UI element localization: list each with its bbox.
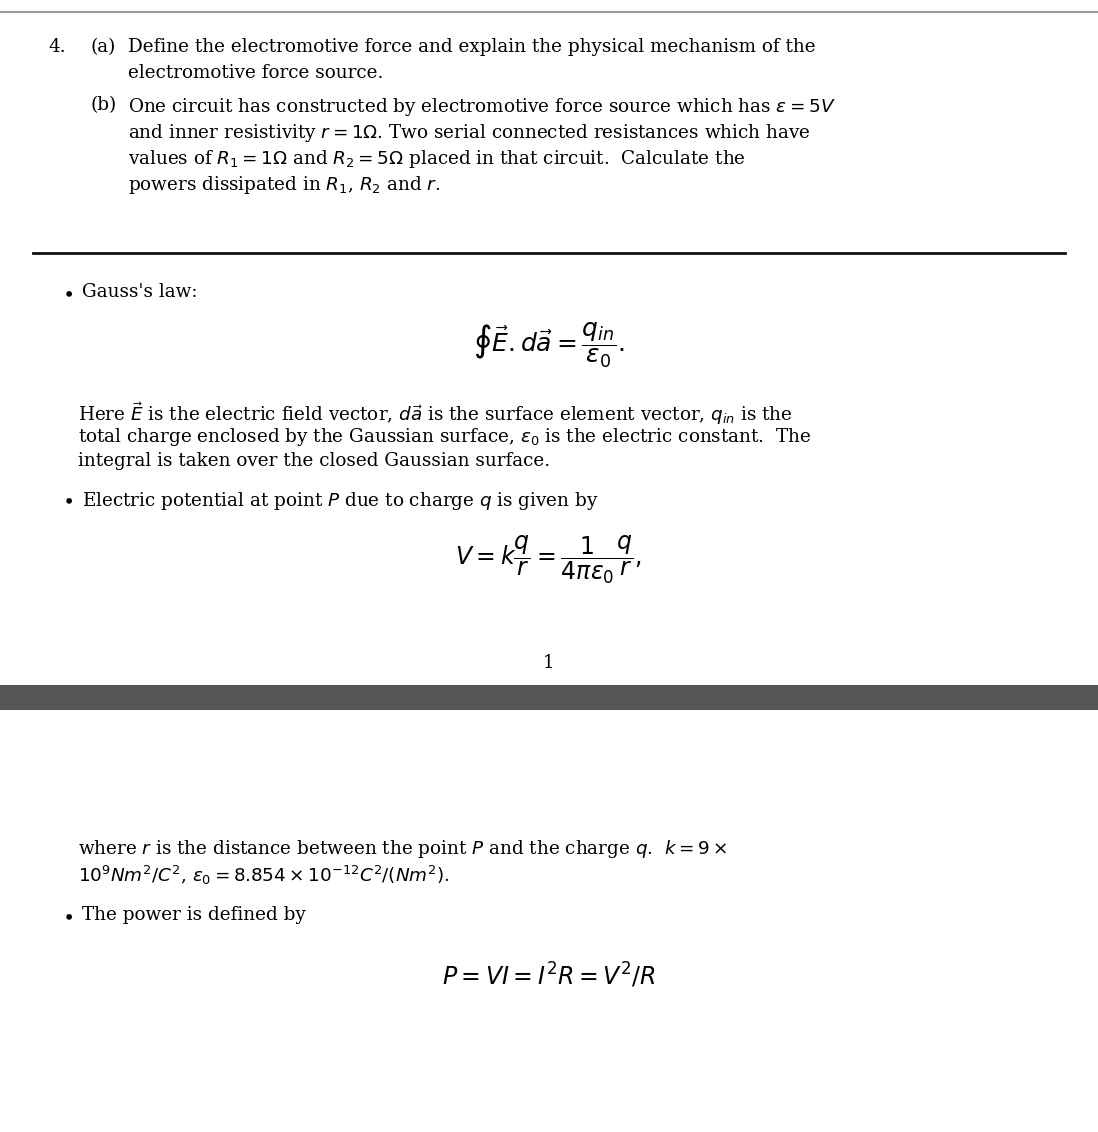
Bar [0,685,1098,710]
Text: (b): (b) [90,96,116,114]
Text: $\bullet$: $\bullet$ [61,906,72,925]
Text: Here $\vec{E}$ is the electric field vector, $d\vec{a}$ is the surface element v: Here $\vec{E}$ is the electric field vec… [78,400,793,427]
Text: values of $R_1 = 1\Omega$ and $R_2 = 5\Omega$ placed in that circuit.  Calculate: values of $R_1 = 1\Omega$ and $R_2 = 5\O… [128,148,746,170]
Text: 1: 1 [544,654,554,672]
Text: integral is taken over the closed Gaussian surface.: integral is taken over the closed Gaussi… [78,452,550,470]
Text: Gauss's law:: Gauss's law: [82,283,198,301]
Text: where $r$ is the distance between the point $P$ and the charge $q$.  $k = 9 \tim: where $r$ is the distance between the po… [78,838,728,860]
Text: electromotive force source.: electromotive force source. [128,65,383,82]
Text: $P = VI = I^2R = V^2/R$: $P = VI = I^2R = V^2/R$ [442,960,656,989]
Text: (a): (a) [90,38,115,55]
Text: $10^9 Nm^2/C^2$, $\epsilon_0 = 8.854 \times 10^{-12}C^2/(Nm^2)$.: $10^9 Nm^2/C^2$, $\epsilon_0 = 8.854 \ti… [78,864,449,887]
Text: $\bullet$: $\bullet$ [61,283,72,302]
Text: The power is defined by: The power is defined by [82,906,305,924]
Text: total charge enclosed by the Gaussian surface, $\epsilon_0$ is the electric cons: total charge enclosed by the Gaussian su… [78,426,811,448]
Text: 4.: 4. [48,38,66,55]
Text: and inner resistivity $r = 1\Omega$. Two serial connected resistances which have: and inner resistivity $r = 1\Omega$. Two… [128,122,810,144]
Text: $\bullet$: $\bullet$ [61,490,72,509]
Text: Define the electromotive force and explain the physical mechanism of the: Define the electromotive force and expla… [128,38,816,55]
Text: Electric potential at point $P$ due to charge $q$ is given by: Electric potential at point $P$ due to c… [82,490,598,512]
Text: One circuit has constructed by electromotive force source which has $\varepsilon: One circuit has constructed by electromo… [128,96,836,118]
Text: $V = k\dfrac{q}{r} = \dfrac{1}{4\pi\epsilon_0}\dfrac{q}{r},$: $V = k\dfrac{q}{r} = \dfrac{1}{4\pi\epsi… [456,533,642,586]
Text: powers dissipated in $R_1$, $R_2$ and $r$.: powers dissipated in $R_1$, $R_2$ and $r… [128,174,440,196]
Text: $\oint \vec{E}.d\vec{a} = \dfrac{q_{in}}{\epsilon_0}.$: $\oint \vec{E}.d\vec{a} = \dfrac{q_{in}}… [473,320,625,369]
